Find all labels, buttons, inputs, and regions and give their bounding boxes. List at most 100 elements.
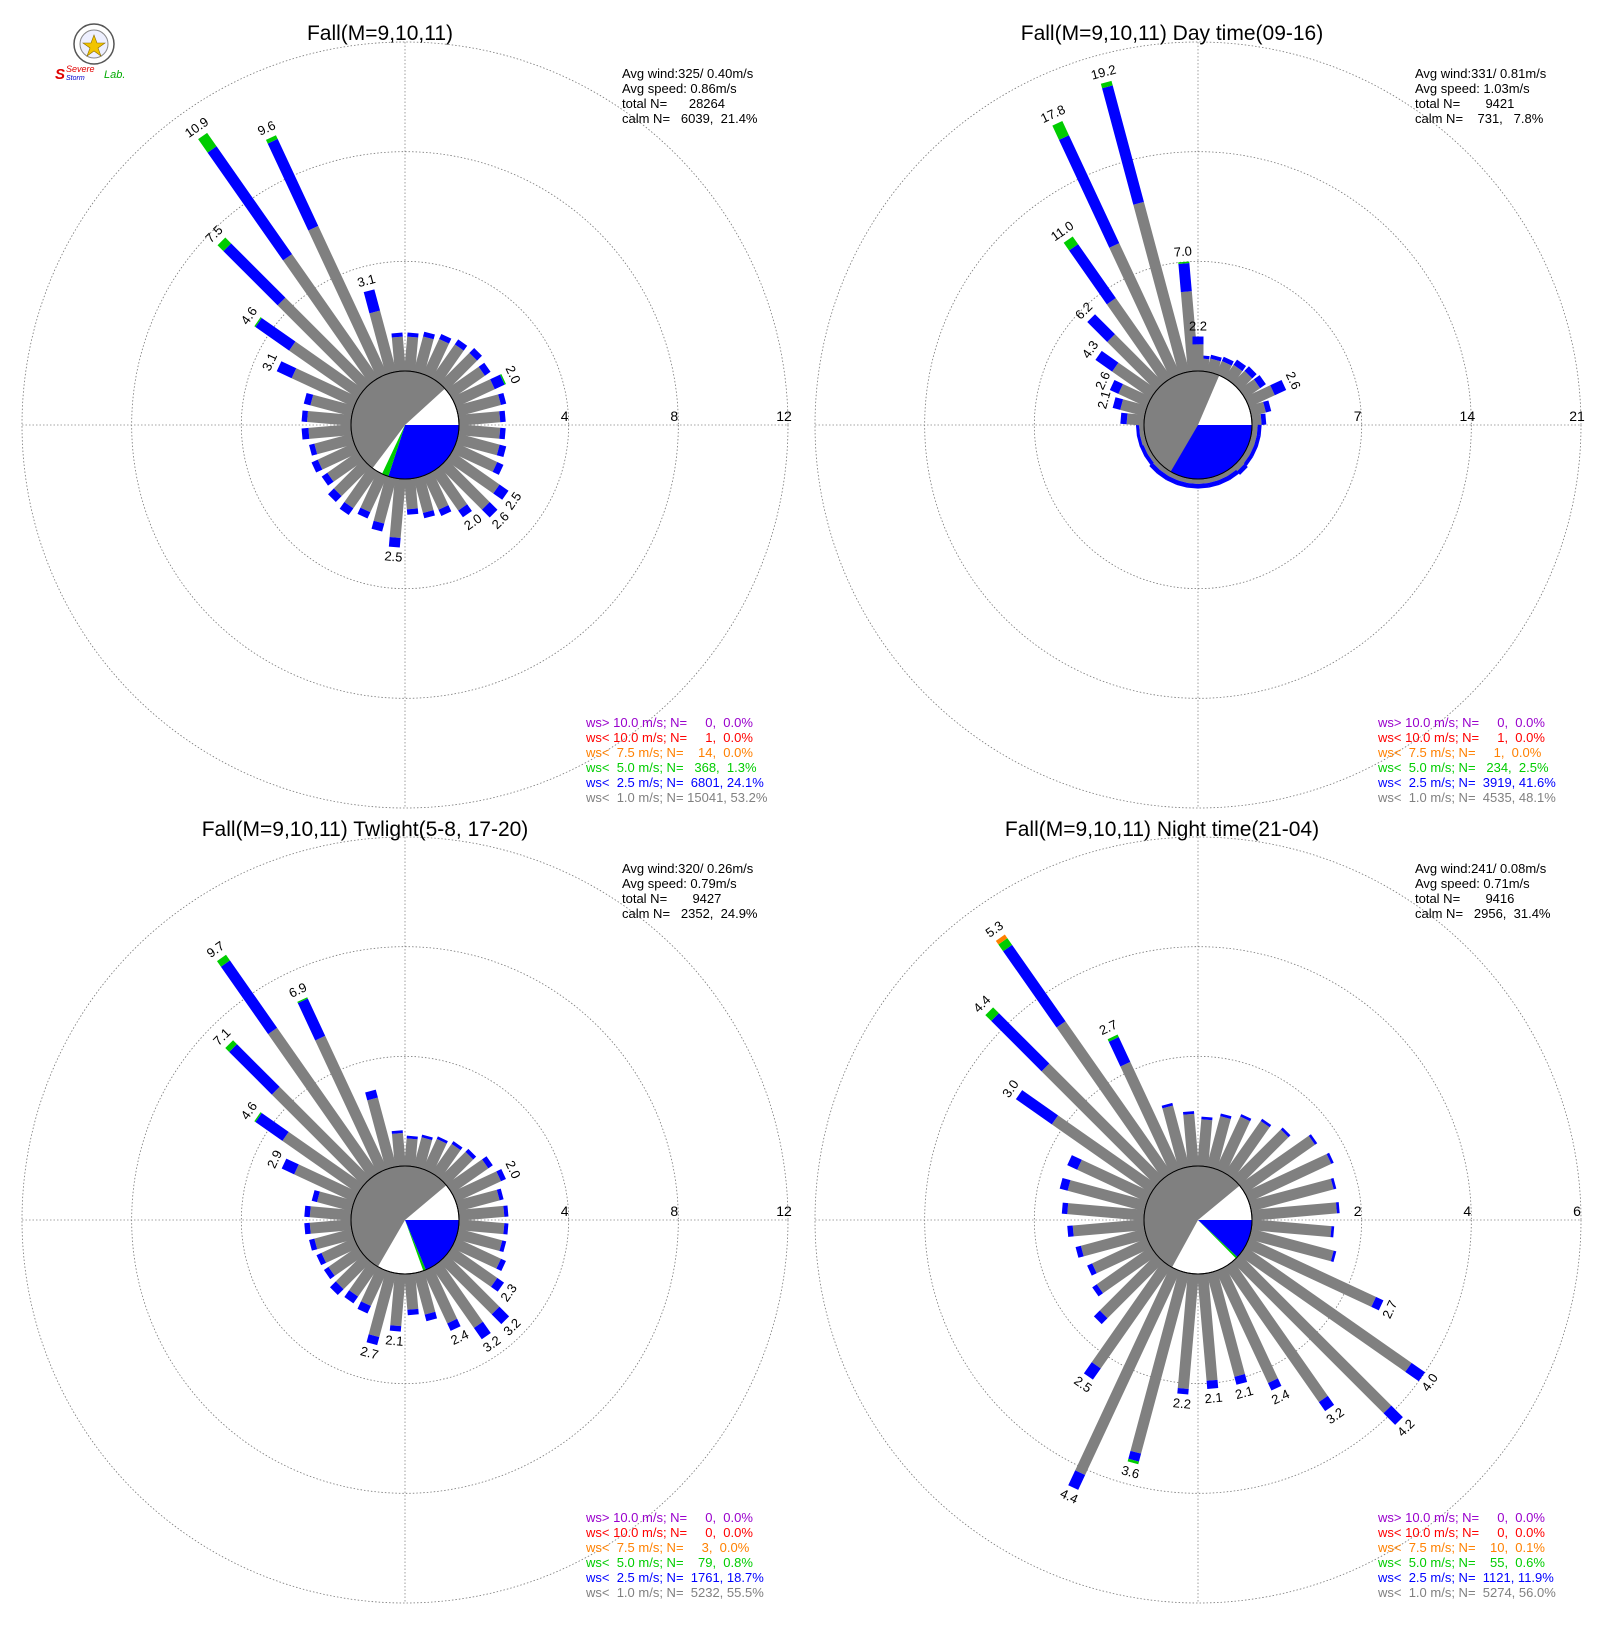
range-ring <box>240 1055 570 1385</box>
bar-seg-lt1 <box>1239 1246 1412 1372</box>
bar-seg-lt2_5 <box>1144 453 1154 465</box>
bar-seg-lt2_5 <box>1371 1296 1384 1311</box>
direction-bar: 2.6 <box>1244 369 1304 408</box>
bar-seg-lt1 <box>1112 362 1157 399</box>
calm-outline <box>350 1165 460 1275</box>
bar-seg-lt1 <box>1239 451 1250 464</box>
bar-seg-lt5 <box>254 1112 262 1122</box>
bar-seg-lt1 <box>391 336 406 372</box>
bar-seg-lt1 <box>314 433 355 455</box>
bar-seg-lt2_5 <box>281 1158 299 1175</box>
bar-seg-lt1 <box>451 1237 501 1269</box>
bar-seg-lt2_5 <box>496 1258 506 1271</box>
bar-seg-lt5 <box>217 237 232 252</box>
bar-seg-lt2_5 <box>1234 1374 1248 1385</box>
legend-entry: ws< 10.0 m/s; N= 0, 0.0% <box>1377 1525 1545 1540</box>
bar-seg-lt2_5 <box>1330 1226 1335 1238</box>
bar-value-label: 17.8 <box>1038 102 1067 126</box>
legend-entry: ws< 1.0 m/s; N= 5232, 55.5% <box>585 1585 764 1600</box>
bar-seg-lt2_5 <box>469 348 482 361</box>
legend-entry: ws< 2.5 m/s; N= 1121, 11.9% <box>1377 1570 1554 1585</box>
bar-seg-lt1 <box>458 1219 505 1235</box>
bar-seg-lt2_5 <box>309 443 318 456</box>
direction-bar: 11.0 <box>1048 218 1172 384</box>
direction-bar <box>431 339 468 384</box>
direction-bar <box>301 424 352 440</box>
bar-seg-lt1 <box>455 1228 503 1251</box>
bar-seg-lt1 <box>314 1228 355 1250</box>
bar-seg-lt1 <box>1206 358 1221 375</box>
bar-seg-lt1 <box>1248 1178 1334 1212</box>
direction-bar <box>1239 1134 1318 1194</box>
direction-bar <box>1244 442 1258 457</box>
direction-bar <box>311 442 359 473</box>
ring-label: 2 <box>1354 1203 1362 1219</box>
range-ring <box>240 260 570 590</box>
bar-value-label: 2.9 <box>264 1148 285 1171</box>
direction-bar <box>439 348 482 391</box>
legend-entry: ws< 10.0 m/s; N= 0, 0.0% <box>585 1525 753 1540</box>
direction-bar <box>458 1205 509 1221</box>
direction-bar <box>1239 375 1266 399</box>
bar-seg-lt1 <box>422 471 449 510</box>
direction-bar <box>458 410 506 426</box>
direction-bar <box>1139 442 1152 457</box>
direction-bar <box>1232 366 1257 391</box>
bar-seg-lt1 <box>294 1164 359 1203</box>
bar-seg-lt1 <box>1232 370 1253 391</box>
bar-seg-lt1 <box>368 1270 397 1338</box>
bar-value-label: 2.4 <box>1269 1386 1292 1407</box>
range-ring <box>924 946 1472 1494</box>
direction-bar: 2.9 <box>264 1148 359 1203</box>
calm-slice-lt5 <box>1198 1220 1238 1259</box>
range-ring <box>814 41 1582 809</box>
direction-bar <box>391 1130 406 1167</box>
range-ring <box>131 151 679 699</box>
bar-seg-lt5 <box>216 954 230 967</box>
bar-seg-lt5 <box>1127 1458 1139 1465</box>
bar-seg-lt1 <box>271 1086 371 1186</box>
bar-seg-lt2_5 <box>363 289 381 314</box>
bar-seg-lt2_5 <box>1270 379 1287 396</box>
bar-seg-lt1 <box>390 1273 406 1327</box>
bar-seg-lt1 <box>1177 1273 1199 1389</box>
chart-title: Fall(M=9,10,11) Day time(09-16) <box>1021 22 1323 45</box>
bar-seg-lt2_5 <box>1059 1178 1071 1191</box>
bar-seg-lt2_5 <box>1236 463 1248 475</box>
bar-seg-lt2_5 <box>1176 480 1189 488</box>
direction-bar <box>339 466 379 516</box>
bar-seg-lt2_5 <box>1093 1310 1108 1325</box>
star-icon <box>82 34 106 57</box>
bar-seg-lt1 <box>277 297 371 391</box>
bar-seg-lt2_5 <box>1240 1114 1252 1122</box>
bar-seg-lt2_5 <box>491 1306 510 1325</box>
bar-seg-lt1 <box>1162 1105 1190 1170</box>
bar-seg-lt1 <box>1206 1116 1231 1170</box>
bar-seg-lt2_5 <box>1068 1470 1086 1490</box>
bar-seg-lt1 <box>451 379 495 408</box>
bar-value-label: 3.6 <box>1120 1462 1141 1481</box>
bar-seg-lt2_5 <box>1280 1127 1291 1138</box>
direction-bar: 2.7 <box>359 1270 397 1362</box>
bar-seg-lt1 <box>1215 1266 1278 1384</box>
bar-seg-lt2_5 <box>1244 366 1257 379</box>
bar-seg-lt1 <box>369 310 397 375</box>
legend-entry: ws> 10.0 m/s; N= 0, 0.0% <box>585 715 753 730</box>
legend: ws> 10.0 m/s; N= 0, 0.0% ws< 10.0 m/s; N… <box>585 1510 764 1600</box>
calm-outline <box>1143 1165 1253 1275</box>
direction-bar <box>1206 1113 1232 1170</box>
direction-bar: 2.1 <box>1094 389 1148 417</box>
bar-seg-lt1 <box>309 1206 352 1221</box>
bar-seg-lt2_5 <box>366 1334 380 1346</box>
avg-wind: Avg wind:331/ 0.81m/s <box>1415 66 1547 81</box>
bar-seg-lt1 <box>1067 1203 1145 1221</box>
bar-seg-lt2_5 <box>1335 1202 1340 1214</box>
bar-seg-lt5 <box>225 1040 237 1052</box>
bar-value-label: 2.1 <box>385 1332 404 1349</box>
direction-bar: 2.6 <box>1092 369 1152 408</box>
bar-seg-lt1 <box>404 336 419 372</box>
bar-seg-lt1 <box>360 1266 388 1307</box>
bar-value-label: 2.7 <box>1097 1017 1120 1038</box>
ring-label: 12 <box>776 408 792 424</box>
bar-seg-lt2_5 <box>388 537 401 548</box>
